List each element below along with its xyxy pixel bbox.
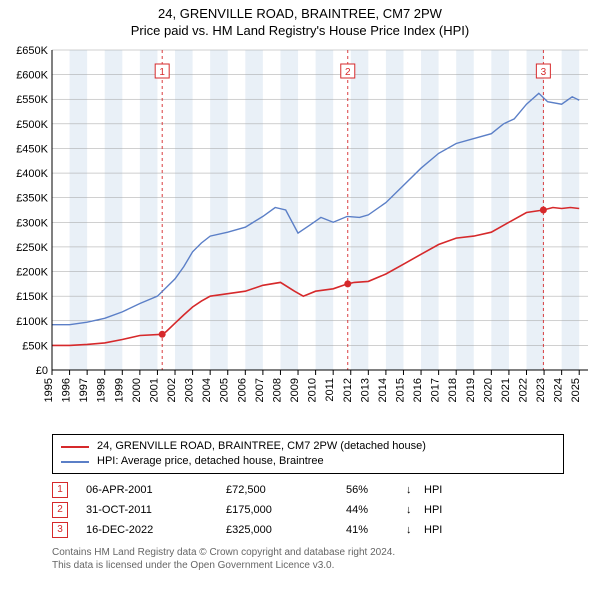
sale-hpi-label: HPI bbox=[424, 504, 442, 516]
svg-text:2002: 2002 bbox=[166, 378, 178, 402]
svg-text:2019: 2019 bbox=[465, 378, 477, 402]
sale-price: £325,000 bbox=[226, 524, 346, 536]
legend-label: 24, GRENVILLE ROAD, BRAINTREE, CM7 2PW (… bbox=[97, 439, 426, 454]
svg-text:2007: 2007 bbox=[254, 378, 266, 402]
svg-text:£450K: £450K bbox=[16, 143, 48, 155]
sale-price: £175,000 bbox=[226, 504, 346, 516]
svg-text:2000: 2000 bbox=[131, 378, 143, 402]
attribution: Contains HM Land Registry data © Crown c… bbox=[52, 546, 564, 572]
svg-text:2009: 2009 bbox=[289, 378, 301, 402]
sale-date: 06-APR-2001 bbox=[86, 484, 226, 496]
svg-text:2001: 2001 bbox=[148, 378, 160, 402]
sale-marker-icon: 3 bbox=[52, 522, 68, 538]
legend-item: HPI: Average price, detached house, Brai… bbox=[61, 454, 555, 469]
legend-swatch bbox=[61, 461, 89, 463]
svg-text:£200K: £200K bbox=[16, 267, 48, 279]
svg-text:1997: 1997 bbox=[78, 378, 90, 402]
sale-marker-icon: 2 bbox=[52, 502, 68, 518]
svg-text:£600K: £600K bbox=[16, 70, 48, 82]
title-subtitle: Price paid vs. HM Land Registry's House … bbox=[8, 23, 592, 38]
svg-text:£650K: £650K bbox=[16, 45, 48, 57]
svg-text:£500K: £500K bbox=[16, 119, 48, 131]
svg-text:2020: 2020 bbox=[482, 378, 494, 402]
svg-text:1996: 1996 bbox=[61, 378, 73, 402]
svg-text:1998: 1998 bbox=[96, 378, 108, 402]
sale-hpi-label: HPI bbox=[424, 524, 442, 536]
svg-text:£100K: £100K bbox=[16, 316, 48, 328]
sale-hpi-label: HPI bbox=[424, 484, 442, 496]
down-arrow-icon: ↓ bbox=[406, 524, 424, 536]
svg-text:1999: 1999 bbox=[113, 378, 125, 402]
attribution-line: This data is licensed under the Open Gov… bbox=[52, 559, 564, 572]
svg-text:2010: 2010 bbox=[307, 378, 319, 402]
svg-text:3: 3 bbox=[541, 67, 547, 78]
sale-row: 1 06-APR-2001 £72,500 56% ↓ HPI bbox=[52, 480, 564, 500]
chart-svg: £0 £50K £100K £150K £200K £250K £300K £350K £400… bbox=[8, 44, 592, 428]
svg-text:2008: 2008 bbox=[271, 378, 283, 402]
svg-text:2022: 2022 bbox=[517, 378, 529, 402]
svg-text:2013: 2013 bbox=[359, 378, 371, 402]
sale-marker-icon: 1 bbox=[52, 482, 68, 498]
sale-pct: 41% bbox=[346, 524, 406, 536]
down-arrow-icon: ↓ bbox=[406, 504, 424, 516]
svg-text:2016: 2016 bbox=[412, 378, 424, 402]
svg-text:2017: 2017 bbox=[430, 378, 442, 402]
sale-row: 3 16-DEC-2022 £325,000 41% ↓ HPI bbox=[52, 520, 564, 540]
legend-label: HPI: Average price, detached house, Brai… bbox=[97, 454, 324, 469]
svg-text:1995: 1995 bbox=[43, 378, 55, 402]
svg-text:2024: 2024 bbox=[553, 378, 565, 402]
attribution-line: Contains HM Land Registry data © Crown c… bbox=[52, 546, 564, 559]
sale-row: 2 31-OCT-2011 £175,000 44% ↓ HPI bbox=[52, 500, 564, 520]
chart: £0 £50K £100K £150K £200K £250K £300K £350K £400… bbox=[8, 44, 592, 428]
title-block: 24, GRENVILLE ROAD, BRAINTREE, CM7 2PW P… bbox=[8, 6, 592, 38]
svg-text:2021: 2021 bbox=[500, 378, 512, 402]
svg-text:£0: £0 bbox=[36, 365, 48, 377]
svg-text:2025: 2025 bbox=[570, 378, 582, 402]
svg-text:2012: 2012 bbox=[342, 378, 354, 402]
svg-text:2003: 2003 bbox=[184, 378, 196, 402]
svg-text:£300K: £300K bbox=[16, 217, 48, 229]
svg-text:£550K: £550K bbox=[16, 94, 48, 106]
svg-text:£150K: £150K bbox=[16, 291, 48, 303]
sales-table: 1 06-APR-2001 £72,500 56% ↓ HPI 2 31-OCT… bbox=[52, 480, 564, 540]
chart-container: 24, GRENVILLE ROAD, BRAINTREE, CM7 2PW P… bbox=[0, 0, 600, 580]
svg-text:2015: 2015 bbox=[394, 378, 406, 402]
legend-item: 24, GRENVILLE ROAD, BRAINTREE, CM7 2PW (… bbox=[61, 439, 555, 454]
sale-pct: 56% bbox=[346, 484, 406, 496]
title-address: 24, GRENVILLE ROAD, BRAINTREE, CM7 2PW bbox=[8, 6, 592, 21]
svg-text:£400K: £400K bbox=[16, 168, 48, 180]
svg-text:2014: 2014 bbox=[377, 378, 389, 402]
sale-date: 16-DEC-2022 bbox=[86, 524, 226, 536]
svg-text:2006: 2006 bbox=[236, 378, 248, 402]
down-arrow-icon: ↓ bbox=[406, 484, 424, 496]
svg-text:2004: 2004 bbox=[201, 378, 213, 402]
legend: 24, GRENVILLE ROAD, BRAINTREE, CM7 2PW (… bbox=[52, 434, 564, 474]
svg-text:2018: 2018 bbox=[447, 378, 459, 402]
svg-text:2023: 2023 bbox=[535, 378, 547, 402]
sale-date: 31-OCT-2011 bbox=[86, 504, 226, 516]
svg-text:2011: 2011 bbox=[324, 378, 336, 402]
sale-pct: 44% bbox=[346, 504, 406, 516]
svg-text:£50K: £50K bbox=[22, 340, 48, 352]
svg-text:2: 2 bbox=[345, 67, 351, 78]
svg-text:£250K: £250K bbox=[16, 242, 48, 254]
svg-text:1: 1 bbox=[159, 67, 165, 78]
svg-text:£350K: £350K bbox=[16, 193, 48, 205]
legend-swatch bbox=[61, 446, 89, 448]
svg-text:2005: 2005 bbox=[219, 378, 231, 402]
sale-price: £72,500 bbox=[226, 484, 346, 496]
